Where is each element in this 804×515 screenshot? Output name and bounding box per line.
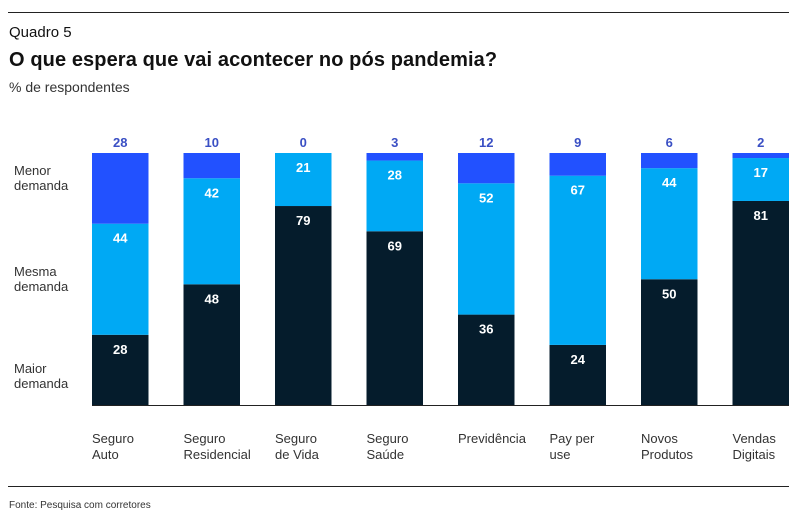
chart-title: O que espera que vai acontecer no pós pa… — [9, 49, 498, 71]
bar-segment-maior — [732, 200, 789, 406]
category-label: Pay per use — [550, 431, 595, 462]
data-label: 24 — [571, 352, 586, 367]
bar-segment-mesma — [183, 178, 240, 285]
bar-segment-mesma — [366, 160, 423, 232]
bar-segment-menor — [641, 153, 698, 169]
data-label: 67 — [571, 183, 585, 198]
category-label-line: Vendas — [733, 431, 777, 446]
bar-segment-maior — [458, 314, 515, 406]
data-label-top: 3 — [391, 135, 398, 150]
series-label-line: demanda — [14, 376, 69, 391]
bar-segment-menor — [92, 153, 149, 224]
category-label-line: Novos — [641, 431, 678, 446]
series-label-maior: Maior demanda — [14, 361, 69, 391]
category-label: Previdência — [458, 431, 527, 446]
bar-segment-menor — [549, 153, 606, 176]
category-label: Seguro de Vida — [275, 431, 320, 462]
series-label-line: Maior — [14, 361, 47, 376]
bar-segment-maior — [641, 279, 698, 406]
bar-segment-maior — [549, 344, 606, 406]
category-label-line: Saúde — [367, 447, 405, 462]
series-label-mesma: Mesma demanda — [14, 264, 69, 294]
bar-segment-mesma — [641, 168, 698, 280]
category-label-line: Previdência — [458, 431, 527, 446]
chart-subtitle: % de respondentes — [9, 79, 130, 95]
bar-segment-maior — [366, 231, 423, 406]
data-label: 28 — [113, 342, 127, 357]
bar-segment-menor — [458, 153, 515, 184]
category-label-line: Digitais — [733, 447, 776, 462]
bar-segment-menor — [183, 153, 240, 179]
data-label: 48 — [205, 291, 219, 306]
series-label-line: Mesma — [14, 264, 57, 279]
category-label: Vendas Digitais — [733, 431, 777, 462]
data-label: 69 — [388, 238, 402, 253]
bar-segment-maior — [183, 284, 240, 406]
series-label-line: Menor — [14, 163, 52, 178]
category-label-line: Seguro — [275, 431, 317, 446]
category-label-line: de Vida — [275, 447, 320, 462]
category-label-line: Pay per — [550, 431, 595, 446]
bottom-rule — [8, 486, 789, 487]
bar-segment-menor — [366, 153, 423, 161]
data-label-top: 9 — [574, 135, 581, 150]
bar-segment-mesma — [275, 153, 332, 207]
category-label-line: Produtos — [641, 447, 694, 462]
bar-segment-mesma — [549, 175, 606, 345]
data-label-top: 2 — [757, 135, 764, 150]
series-label-line: demanda — [14, 279, 69, 294]
data-label: 42 — [205, 185, 219, 200]
category-label-line: Seguro — [184, 431, 226, 446]
bar-segment-mesma — [92, 223, 149, 335]
top-rule — [8, 12, 789, 13]
data-label-top: 6 — [666, 135, 673, 150]
bar-segment-mesma — [458, 183, 515, 315]
data-label: 17 — [754, 165, 768, 180]
data-label: 44 — [113, 231, 128, 246]
data-label-top: 10 — [205, 135, 219, 150]
series-label-menor: Menor demanda — [14, 163, 69, 193]
bars-group — [92, 153, 789, 406]
category-label: Novos Produtos — [641, 431, 694, 462]
bar-segment-maior — [92, 334, 149, 406]
bar-segment-menor — [732, 153, 789, 159]
category-label-line: Seguro — [92, 431, 134, 446]
data-label: 79 — [296, 213, 310, 228]
category-label: Seguro Residencial — [184, 431, 251, 462]
category-label: Seguro Saúde — [367, 431, 409, 462]
category-label-line: Residencial — [184, 447, 251, 462]
category-label-line: Auto — [92, 447, 119, 462]
data-label: 36 — [479, 322, 493, 337]
data-label-top: 28 — [113, 135, 127, 150]
series-label-line: demanda — [14, 178, 69, 193]
category-label-line: Seguro — [367, 431, 409, 446]
chart-kicker: Quadro 5 — [9, 24, 72, 41]
data-label: 21 — [296, 160, 310, 175]
data-label: 50 — [662, 286, 676, 301]
data-label: 28 — [388, 168, 402, 183]
bar-segment-mesma — [732, 158, 789, 201]
data-label: 81 — [754, 208, 768, 223]
category-label-line: use — [550, 447, 571, 462]
data-label: 44 — [662, 175, 677, 190]
source-note: Fonte: Pesquisa com corretores — [9, 500, 151, 511]
category-label: Seguro Auto — [92, 431, 134, 462]
data-label-top: 0 — [300, 135, 307, 150]
bar-segment-maior — [275, 206, 332, 406]
data-label-top: 12 — [479, 135, 493, 150]
data-label: 52 — [479, 190, 493, 205]
